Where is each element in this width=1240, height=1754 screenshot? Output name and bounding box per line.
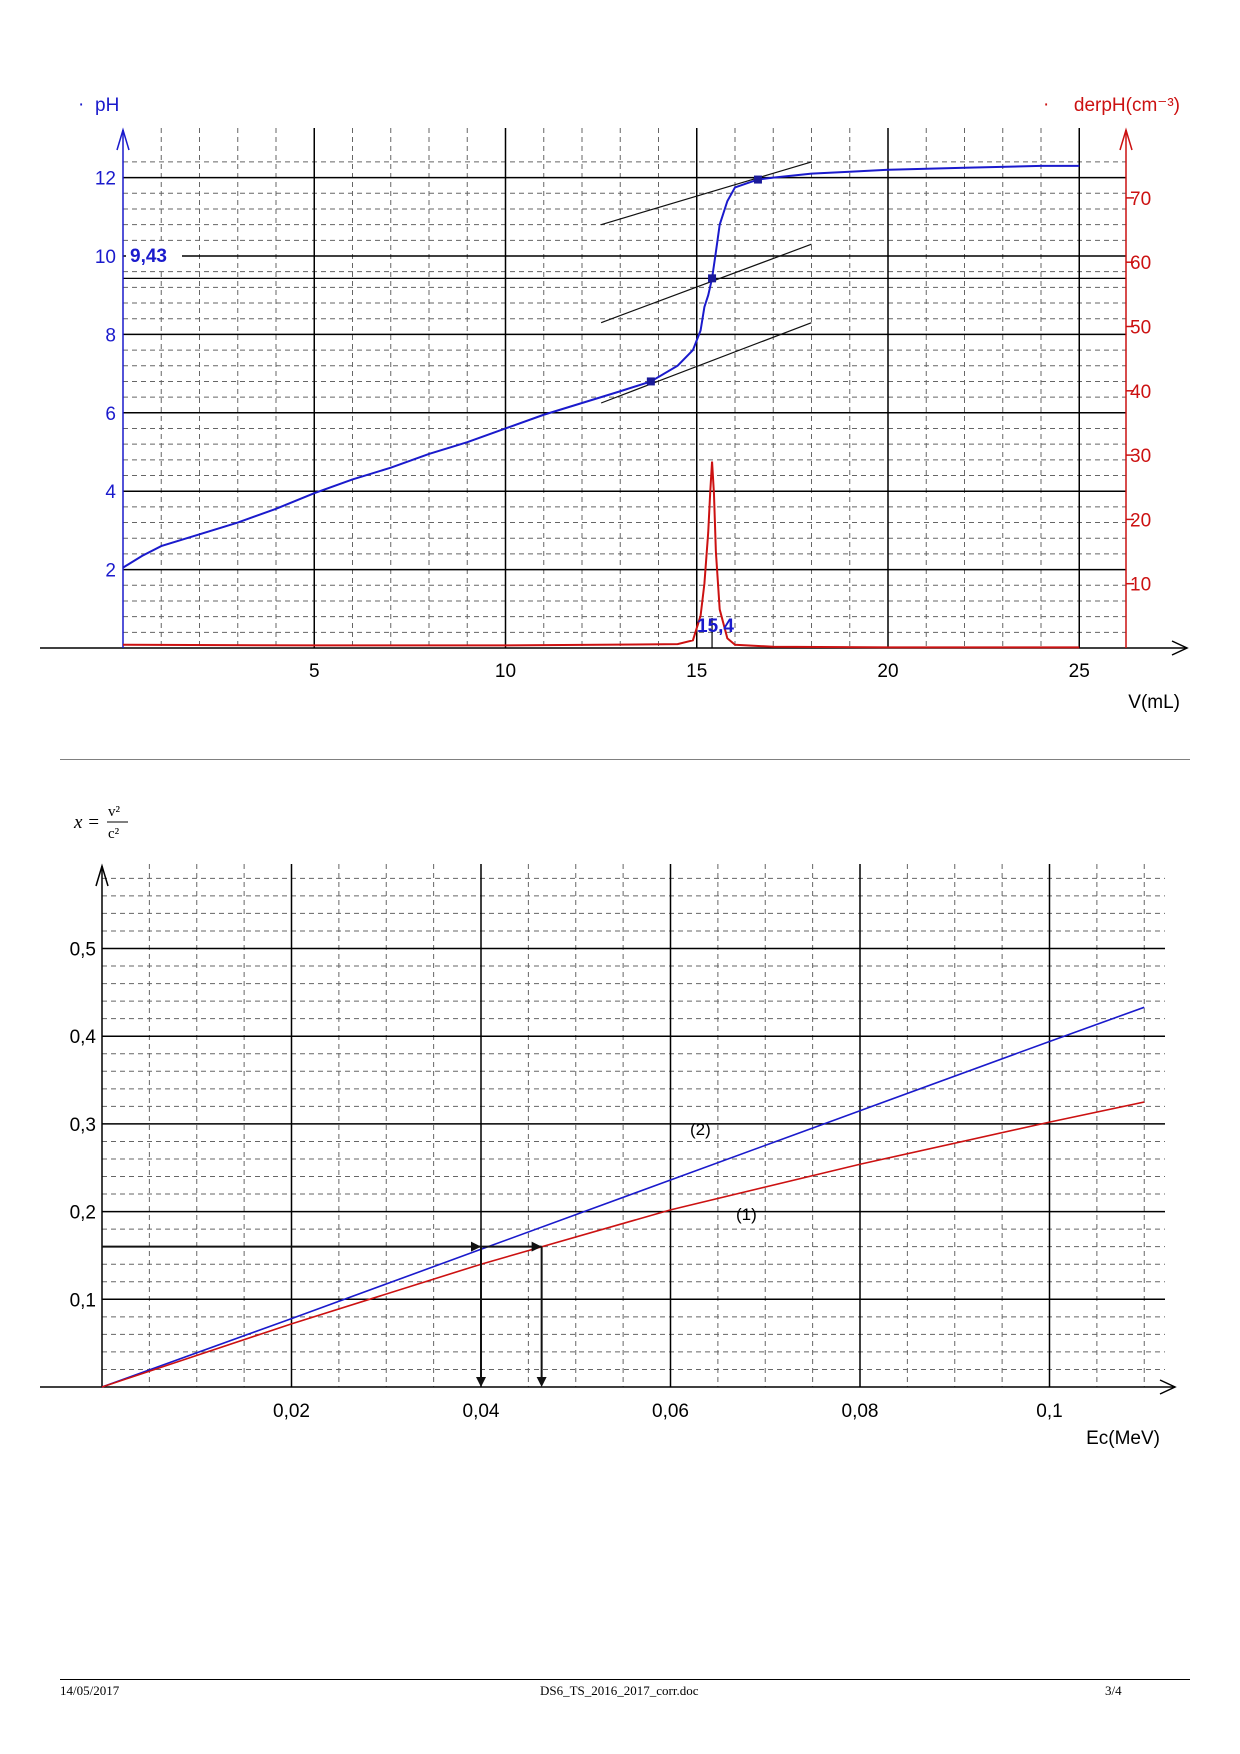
x-tick-label: 5 xyxy=(309,661,320,682)
x-tick-label: 0,02 xyxy=(273,1401,310,1422)
arrow-head xyxy=(531,1241,542,1252)
tangent-lines xyxy=(600,161,812,404)
x-tick-label: 10 xyxy=(495,661,516,682)
y-left-label: pH xyxy=(95,95,119,116)
point-marker xyxy=(646,377,655,386)
arrow-head xyxy=(536,1377,547,1387)
tangent-line xyxy=(600,161,812,226)
derph-dot: · xyxy=(1043,94,1049,115)
x-tick-label: 0,06 xyxy=(652,1401,689,1422)
series-ph-line xyxy=(122,164,1080,569)
minor-grid xyxy=(123,128,1126,648)
tick-labels: 0,02 0,04 0,06 0,08 0,1 0,1 0,2 0,3 0,4 0,5 xyxy=(70,940,1063,1423)
y-tick-label: 0,2 xyxy=(70,1203,96,1224)
annotation-15-4: 15,4 xyxy=(697,616,734,637)
y-tick-label: 0,4 xyxy=(70,1027,97,1048)
y-right-tick-label: 20 xyxy=(1130,510,1151,531)
x-tick-label: 0,1 xyxy=(1036,1401,1062,1422)
major-grid xyxy=(102,864,1165,1387)
series xyxy=(101,1006,1145,1388)
point-marker xyxy=(708,274,717,283)
ph-dot: · xyxy=(78,94,84,115)
series-line xyxy=(101,1006,1145,1388)
kinetic-energy-chart: 0,02 0,04 0,06 0,08 0,1 0,1 0,2 0,3 0,4 0,5 x = v… xyxy=(40,804,1177,1449)
arrow-head xyxy=(471,1241,481,1252)
axis-labels: x = v² c² Ec(MeV) (2) (1) xyxy=(73,804,1160,1449)
x-tick-label: 0,08 xyxy=(842,1401,879,1422)
tangent-line xyxy=(600,322,812,404)
y-label-denominator: c² xyxy=(108,826,120,842)
y-left-tick-label: 2 xyxy=(105,561,116,582)
axis-labels: · pH · derpH(cm⁻³) V(mL) xyxy=(78,94,1180,713)
y-right-tick-label: 30 xyxy=(1130,446,1151,467)
series xyxy=(122,164,1080,649)
y-right-tick-label: 40 xyxy=(1130,382,1151,403)
reading-arrows xyxy=(102,1241,547,1387)
series-line xyxy=(101,1101,1145,1388)
titration-chart: 5 10 15 20 25 2 4 6 8 10 12 10 20 30 40 50 60 70 · pH · d… xyxy=(40,94,1190,760)
annotation-9-43-bg xyxy=(126,243,182,268)
y-tick-label: 0,1 xyxy=(70,1290,96,1311)
x-tick-label: 25 xyxy=(1069,661,1090,682)
x-tick-label: 15 xyxy=(686,661,707,682)
y-right-tick-label: 10 xyxy=(1130,575,1151,596)
footer-filename: DS6_TS_2016_2017_corr.doc xyxy=(540,1683,699,1698)
series-derph-line xyxy=(122,461,1080,649)
y-right-tick-label: 70 xyxy=(1130,189,1151,210)
annotation-9-43: 9,43 xyxy=(130,246,167,267)
footer-date: 14/05/2017 xyxy=(60,1683,120,1698)
y-right-label: derpH(cm⁻³) xyxy=(1074,95,1180,116)
x-label: Ec(MeV) xyxy=(1086,1428,1160,1449)
axes xyxy=(40,863,1177,1395)
annotations: 9,43 15,4 xyxy=(126,243,734,637)
tick-labels: 5 10 15 20 25 2 4 6 8 10 12 10 20 30 40 50 60 70 xyxy=(95,169,1151,682)
y-left-tick-label: 6 xyxy=(105,404,116,425)
series-1-label: (1) xyxy=(736,1205,757,1224)
tangent-line xyxy=(600,243,812,324)
y-label-numerator: v² xyxy=(108,804,121,820)
x-tick-label: 20 xyxy=(877,661,898,682)
y-tick-label: 0,3 xyxy=(70,1115,96,1136)
arrow-head xyxy=(476,1377,486,1387)
y-tick-label: 0,5 xyxy=(70,940,96,961)
y-label-lhs: x = xyxy=(73,812,100,833)
major-grid xyxy=(123,128,1126,648)
footer-rule xyxy=(60,1679,1190,1680)
y-left-tick-label: 12 xyxy=(95,169,116,190)
x-tick-label: 0,04 xyxy=(463,1401,500,1422)
series-2-label: (2) xyxy=(690,1120,711,1139)
minor-grid xyxy=(102,864,1165,1387)
y-left-tick-label: 10 xyxy=(95,247,116,268)
y-left-tick-label: 4 xyxy=(105,482,116,503)
x-label: V(mL) xyxy=(1128,692,1180,713)
footer-page: 3/4 xyxy=(1105,1683,1122,1698)
y-left-tick-label: 8 xyxy=(105,325,116,346)
y-right-tick-label: 50 xyxy=(1130,318,1151,339)
markers xyxy=(646,175,762,386)
y-right-tick-label: 60 xyxy=(1130,253,1151,274)
point-marker xyxy=(753,175,762,184)
